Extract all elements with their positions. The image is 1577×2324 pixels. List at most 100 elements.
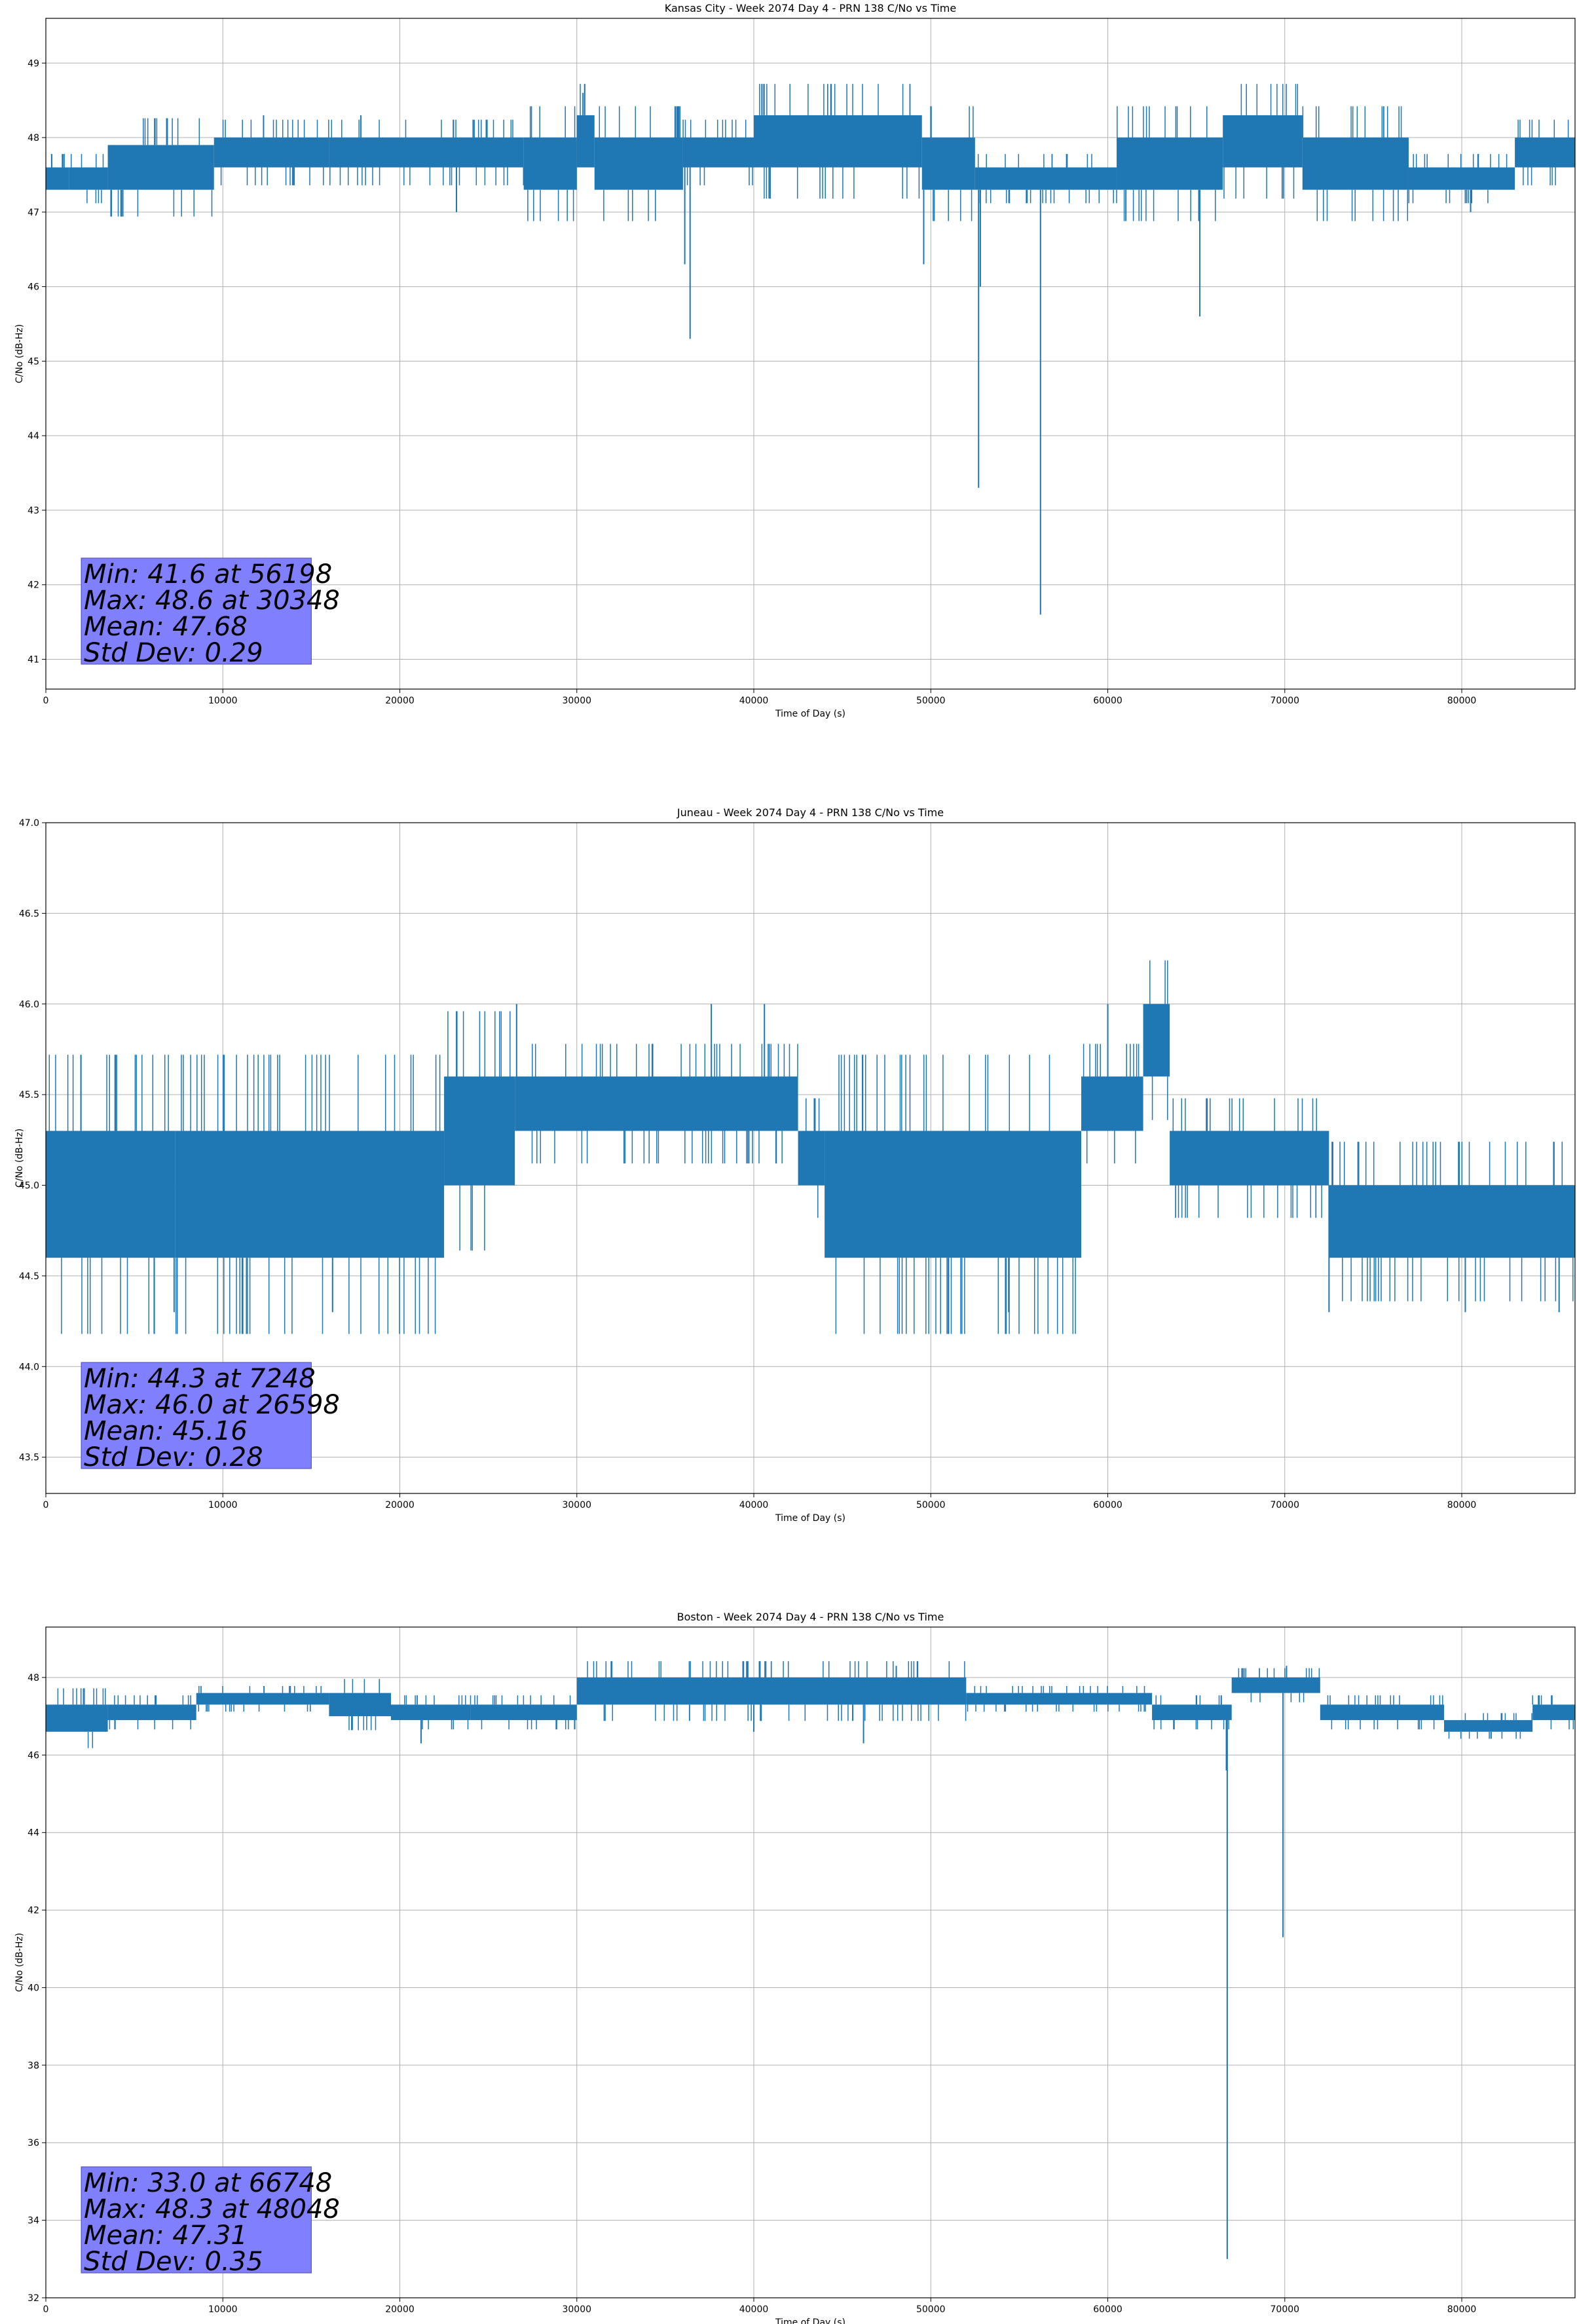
x-tick-label: 40000 — [739, 2304, 769, 2315]
data-band-noise-8 — [967, 1686, 1146, 1712]
data-band-13 — [1223, 115, 1303, 168]
data-band-noise-9 — [1153, 1695, 1229, 1730]
y-axis-label: C/No (dB-Hz) — [14, 1933, 25, 1992]
data-band-14 — [1302, 138, 1409, 190]
data-band-15 — [1408, 167, 1515, 190]
y-tick-label: 44 — [28, 1828, 39, 1839]
x-tick-label: 60000 — [1093, 696, 1122, 706]
y-tick-label: 38 — [28, 2061, 39, 2071]
chart-1: Kansas City - Week 2074 Day 4 - PRN 138 … — [14, 2, 1576, 719]
x-tick-label: 40000 — [739, 1500, 769, 1510]
y-tick-label: 47.0 — [19, 818, 39, 829]
data-band-9 — [754, 115, 922, 168]
data-band-4 — [390, 1704, 471, 1721]
x-tick-label: 30000 — [562, 696, 591, 706]
data-band-0 — [46, 1704, 108, 1732]
data-band-12 — [1117, 138, 1223, 190]
data-band-noise-5 — [474, 1695, 576, 1730]
data-band-noise-1 — [70, 154, 104, 204]
x-tick-label: 50000 — [916, 1500, 946, 1510]
x-tick-label: 70000 — [1271, 1500, 1300, 1510]
stats-line: Std Dev: 0.29 — [84, 638, 263, 668]
y-tick-label: 44 — [28, 431, 39, 441]
y-tick-label: 45.5 — [19, 1090, 39, 1100]
y-tick-label: 44.0 — [19, 1362, 39, 1372]
data-band-noise-6 — [587, 1661, 752, 1721]
data-band-7 — [594, 138, 683, 190]
data-band-10 — [921, 138, 975, 190]
y-tick-label: 43.5 — [19, 1453, 39, 1463]
data-band-noise-13 — [1532, 1695, 1574, 1730]
data-band-3 — [213, 138, 329, 168]
x-tick-label: 70000 — [1271, 696, 1300, 706]
data-band-noise-14 — [1302, 106, 1409, 221]
data-band-8 — [1170, 1131, 1329, 1186]
y-tick-label: 46.5 — [19, 909, 39, 919]
plot-frame — [45, 18, 1576, 690]
y-tick-label: 41 — [28, 654, 39, 665]
data-band-13 — [1532, 1704, 1575, 1721]
x-tick-label: 50000 — [916, 2304, 946, 2315]
x-tick-label: 0 — [43, 696, 49, 706]
data-band-noise-13 — [1223, 84, 1299, 199]
stats-line: Mean: 45.16 — [84, 1416, 248, 1446]
data-band-6 — [576, 115, 595, 168]
stats-line: Std Dev: 0.28 — [84, 1442, 263, 1472]
x-tick-label: 0 — [43, 2304, 49, 2315]
data-band-2 — [107, 145, 214, 190]
y-tick-label: 40 — [28, 1983, 39, 1993]
stats-box-background — [81, 557, 312, 665]
x-tick-label: 70000 — [1271, 2304, 1300, 2315]
data-band-noise-2 — [198, 1686, 322, 1712]
data-band-noise-7 — [599, 106, 681, 221]
x-tick-label: 10000 — [208, 2304, 238, 2315]
data-band-noise-3 — [344, 1679, 380, 1731]
x-axis-label: Time of Day (s) — [775, 2317, 845, 2324]
x-tick-label: 80000 — [1447, 1500, 1477, 1510]
data-band-3 — [515, 1076, 798, 1131]
data-band-noise-8 — [1172, 1098, 1322, 1218]
data-band-noise-0 — [50, 154, 65, 168]
chart-title: Juneau - Week 2074 Day 4 - PRN 138 C/No … — [677, 806, 944, 819]
x-tick-label: 10000 — [208, 696, 238, 706]
data-band-3 — [329, 1693, 391, 1717]
data-band-noise-4 — [404, 1695, 472, 1730]
x-tick-label: 30000 — [562, 2304, 591, 2315]
x-axis-label: Time of Day (s) — [775, 709, 845, 719]
data-band-noise-2 — [110, 118, 213, 217]
data-band-5 — [470, 1704, 577, 1721]
y-axis-label: C/No (dB-Hz) — [14, 1129, 25, 1188]
data-band-1 — [175, 1131, 445, 1258]
data-band-8 — [966, 1693, 1153, 1705]
data-band-noise-10 — [1238, 1668, 1320, 1702]
plot-frame — [45, 1626, 1576, 2298]
data-band-1 — [69, 167, 108, 190]
data-band-noise-4 — [329, 119, 525, 185]
stats-line: Min: 41.6 at 56198 — [84, 559, 332, 590]
y-axis-label: C/No (dB-Hz) — [14, 324, 25, 383]
y-tick-label: 48 — [28, 1673, 39, 1683]
y-tick-label: 46 — [28, 1750, 39, 1761]
data-band-noise-4 — [806, 1098, 820, 1218]
data-band-11 — [1320, 1704, 1445, 1721]
y-tick-label: 44.5 — [19, 1271, 39, 1282]
x-tick-label: 0 — [43, 1500, 49, 1510]
stats-line: Max: 48.3 at 48048 — [84, 2194, 340, 2224]
y-tick-label: 45 — [28, 356, 39, 367]
x-tick-label: 60000 — [1093, 1500, 1122, 1510]
y-tick-label: 46.0 — [19, 1000, 39, 1010]
data-band-noise-8 — [682, 119, 753, 185]
data-band-5 — [825, 1131, 1081, 1258]
x-tick-label: 30000 — [562, 1500, 591, 1510]
data-band-4 — [798, 1131, 825, 1186]
x-tick-label: 20000 — [385, 1500, 415, 1510]
data-band-4 — [329, 138, 524, 168]
plot-frame — [45, 822, 1576, 1494]
stats-line: Min: 44.3 at 7248 — [84, 1364, 316, 1394]
x-tick-label: 50000 — [916, 696, 946, 706]
data-band-noise-1 — [109, 1695, 191, 1730]
data-band-noise-3 — [220, 119, 329, 185]
data-band-noise-6 — [580, 84, 585, 115]
stats-box-background — [81, 1362, 312, 1469]
